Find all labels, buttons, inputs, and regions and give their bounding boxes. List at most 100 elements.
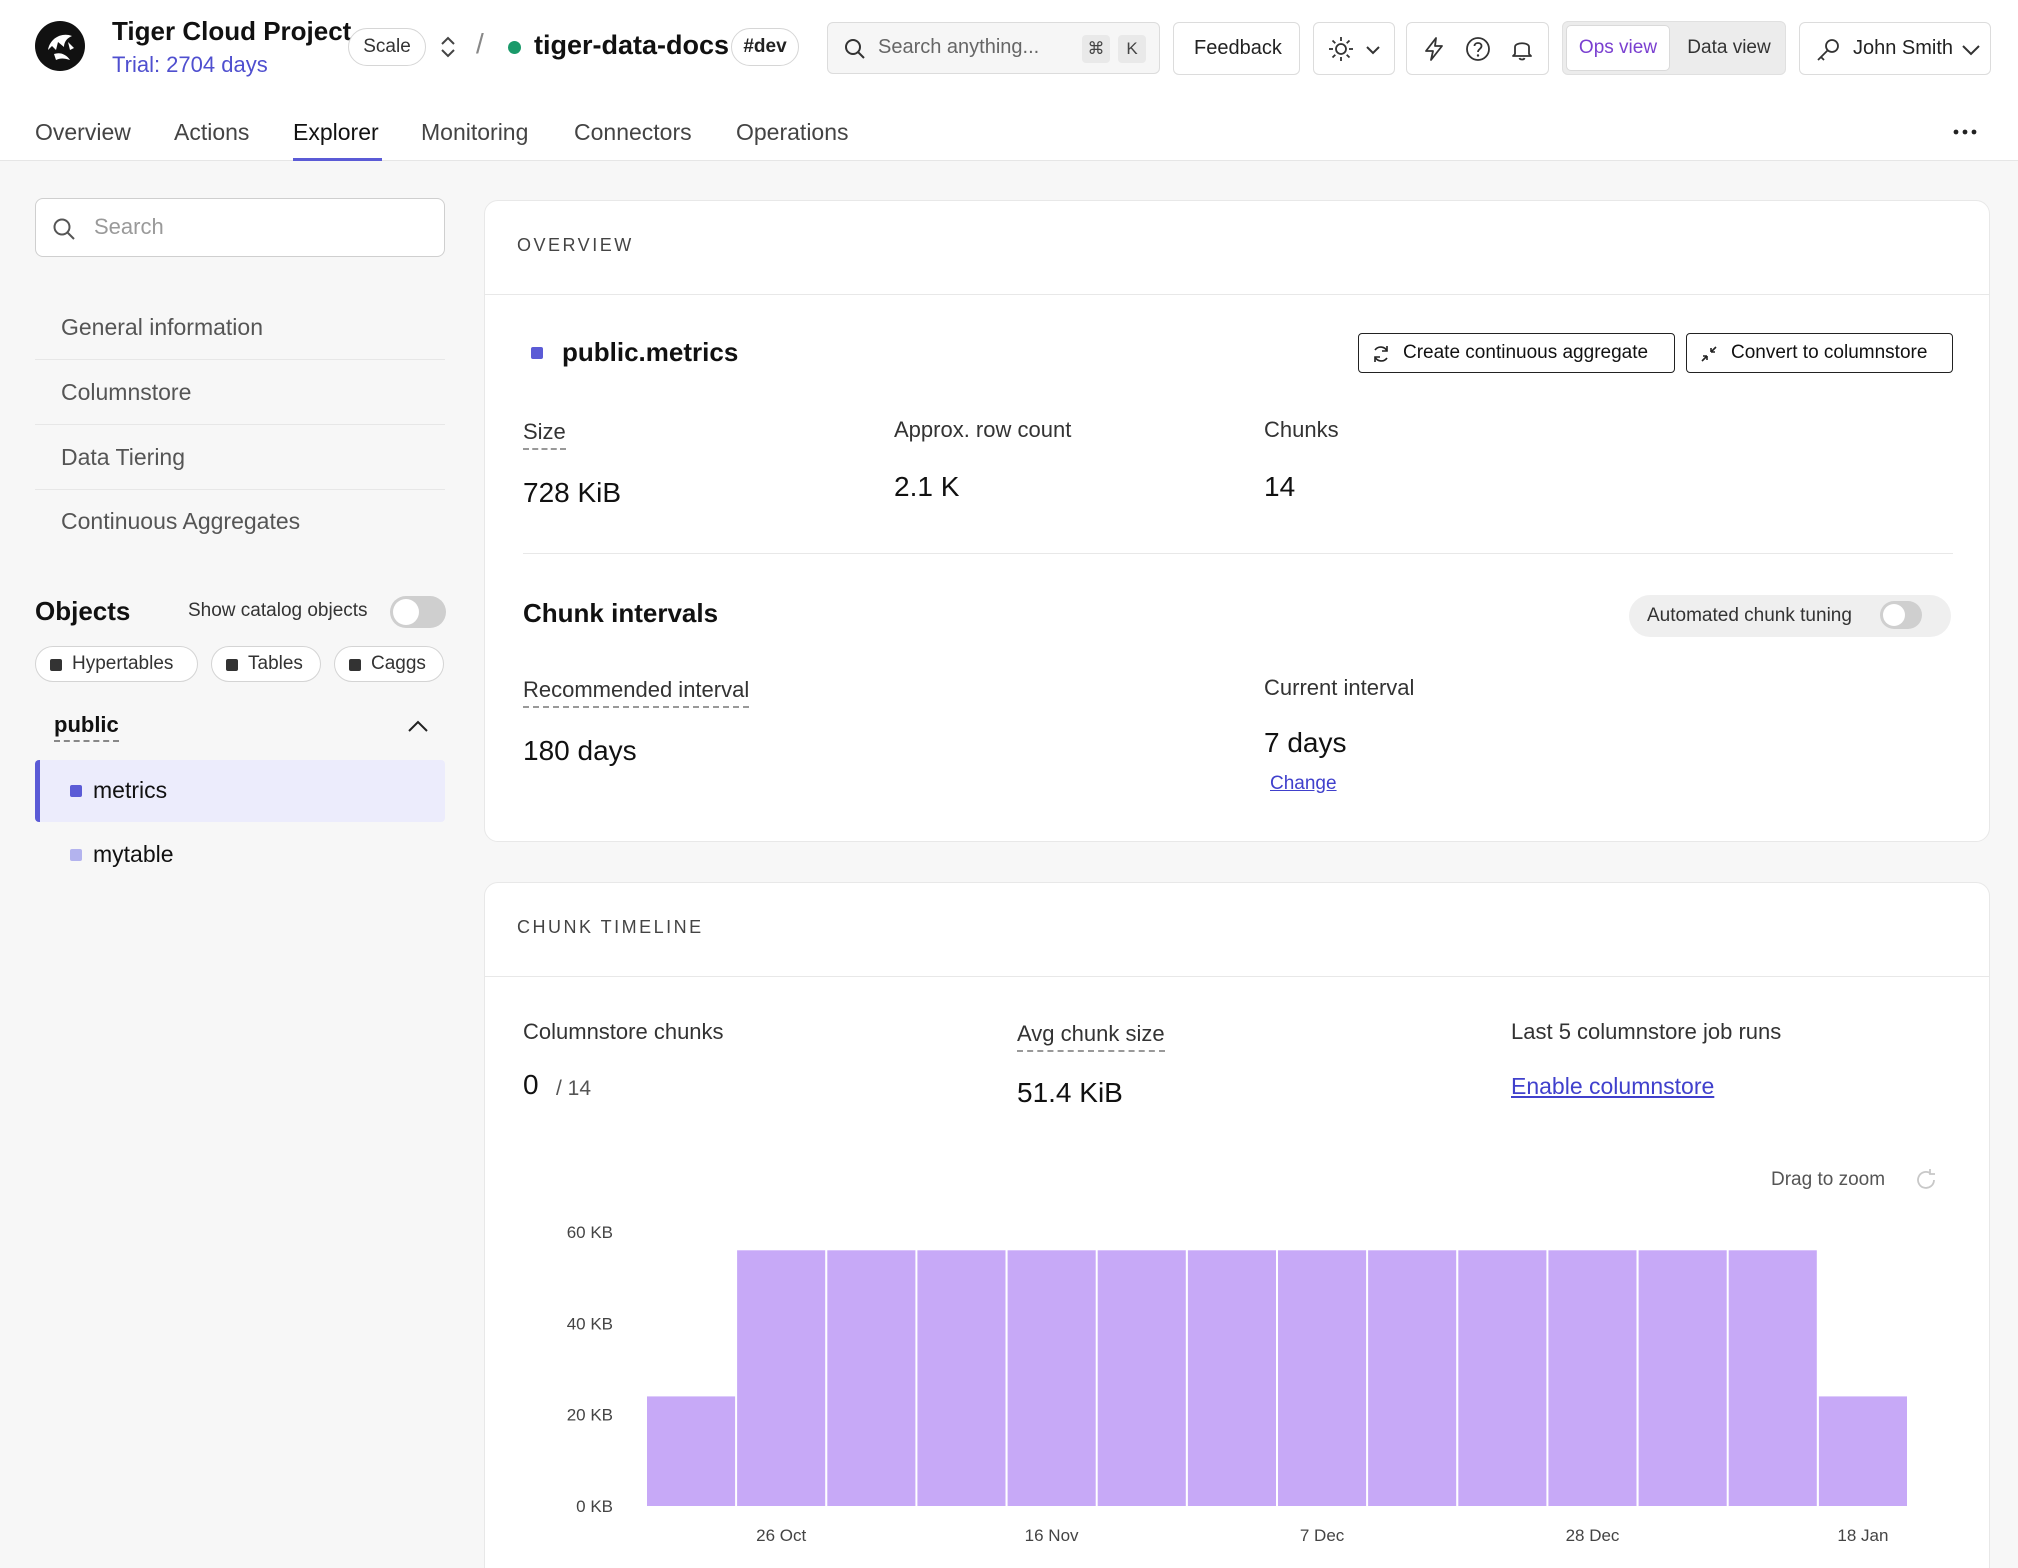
convert-to-columnstore-button[interactable]: Convert to columnstore xyxy=(1686,333,1953,373)
reset-zoom-icon[interactable] xyxy=(1913,1167,1939,1193)
chunk-timeline-card: CHUNK TIMELINE Columnstore chunks 0 / 14… xyxy=(484,882,1990,1568)
card-divider xyxy=(485,294,1989,295)
size-label[interactable]: Size xyxy=(523,419,566,450)
chip-label: Tables xyxy=(248,653,303,674)
chart-bar[interactable] xyxy=(1548,1250,1637,1506)
filter-chip-caggs[interactable]: Caggs xyxy=(334,646,444,682)
shortcut-k-key: K xyxy=(1118,35,1146,63)
sun-icon xyxy=(1328,36,1354,62)
chart-bar[interactable] xyxy=(737,1250,826,1506)
chip-square-icon xyxy=(50,659,62,671)
sidebar-item-label: General information xyxy=(61,314,263,340)
lightning-icon[interactable] xyxy=(1421,36,1447,62)
table-square-icon xyxy=(70,849,82,861)
chart-bar[interactable] xyxy=(1007,1250,1096,1506)
columnstore-job-runs-label: Last 5 columnstore job runs xyxy=(1511,1019,1782,1044)
objects-heading: Objects xyxy=(35,596,131,626)
env-badge: #dev xyxy=(731,28,799,66)
chart-bar[interactable] xyxy=(647,1396,736,1506)
bell-icon[interactable] xyxy=(1509,36,1535,62)
data-view-button[interactable]: Data view xyxy=(1687,37,1771,58)
search-icon xyxy=(52,217,76,241)
chevron-up-icon[interactable] xyxy=(406,716,430,736)
chunk-size-bar-chart[interactable]: 0 KB 20 KB 40 KB 60 KB 26 Oct 16 Nov 7 Dec 28 D… xyxy=(485,883,1991,1568)
change-interval-link[interactable]: Change xyxy=(1270,773,1337,794)
x-tick-label: 28 Dec xyxy=(1566,1526,1620,1545)
filter-chip-hypertables[interactable]: Hypertables xyxy=(35,646,198,682)
chart-bar[interactable] xyxy=(1458,1250,1547,1506)
automated-chunk-tuning-toggle[interactable] xyxy=(1880,601,1922,629)
global-search[interactable]: Search anything... ⌘ K xyxy=(827,22,1160,74)
chart-bar[interactable] xyxy=(827,1250,916,1506)
recommended-interval-label[interactable]: Recommended interval xyxy=(523,677,750,708)
project-name[interactable]: Tiger Cloud Project xyxy=(112,16,352,46)
trial-status[interactable]: Trial: 2704 days xyxy=(112,52,268,77)
header-icon-group xyxy=(1406,22,1549,75)
compress-icon xyxy=(1699,344,1719,364)
help-icon[interactable] xyxy=(1465,36,1491,62)
chip-label: Caggs xyxy=(371,653,426,674)
chart-bar[interactable] xyxy=(1638,1250,1727,1506)
chart-bar[interactable] xyxy=(1278,1250,1367,1506)
view-toggle: Ops view Data view xyxy=(1562,21,1786,75)
feedback-button[interactable]: Feedback xyxy=(1173,22,1300,75)
button-label: Create continuous aggregate xyxy=(1403,342,1649,363)
columnstore-chunks-value: 0 xyxy=(523,1069,539,1100)
columnstore-chunks-label: Columnstore chunks xyxy=(523,1019,724,1044)
sidebar-item-data-tiering[interactable]: Data Tiering xyxy=(35,426,445,490)
x-tick-label: 7 Dec xyxy=(1300,1526,1345,1545)
user-name: John Smith xyxy=(1853,37,1954,59)
search-icon xyxy=(844,38,866,60)
sidebar-search-input[interactable] xyxy=(94,207,424,247)
sidebar-search[interactable] xyxy=(35,198,445,257)
size-value: 728 KiB xyxy=(523,477,622,508)
overview-card-title: OVERVIEW xyxy=(517,235,634,255)
global-search-placeholder: Search anything... xyxy=(878,36,1040,58)
show-catalog-toggle[interactable] xyxy=(390,596,446,628)
hypertable-square-icon xyxy=(70,785,82,797)
avg-chunk-size-label[interactable]: Avg chunk size xyxy=(1017,1021,1165,1052)
user-menu-button[interactable]: John Smith xyxy=(1799,22,1991,75)
y-tick-label: 60 KB xyxy=(567,1223,613,1242)
ops-view-button[interactable]: Ops view xyxy=(1566,25,1670,71)
chart-bar[interactable] xyxy=(1097,1250,1186,1506)
tab-connectors[interactable]: Connectors xyxy=(574,119,692,145)
chart-bar[interactable] xyxy=(1728,1250,1817,1506)
chunks-label: Chunks xyxy=(1264,417,1339,442)
tab-monitoring[interactable]: Monitoring xyxy=(421,119,529,145)
service-status-dot xyxy=(508,41,521,54)
create-continuous-aggregate-button[interactable]: Create continuous aggregate xyxy=(1358,333,1675,373)
filter-chip-tables[interactable]: Tables xyxy=(211,646,321,682)
tab-explorer[interactable]: Explorer xyxy=(293,119,379,145)
tab-overview[interactable]: Overview xyxy=(35,119,131,145)
show-catalog-label: Show catalog objects xyxy=(188,600,368,621)
tab-operations[interactable]: Operations xyxy=(736,119,849,145)
more-options-icon[interactable] xyxy=(1950,119,1980,145)
schema-name[interactable]: public xyxy=(54,712,119,742)
sidebar-item-general-information[interactable]: General information xyxy=(35,296,445,360)
theme-toggle-button[interactable] xyxy=(1313,22,1395,75)
plan-badge[interactable]: Scale xyxy=(348,28,426,66)
object-item-metrics[interactable]: metrics xyxy=(35,760,445,822)
current-interval-value: 7 days xyxy=(1264,727,1347,758)
tab-actions[interactable]: Actions xyxy=(174,119,250,145)
row-count-label: Approx. row count xyxy=(894,417,1072,442)
service-name[interactable]: tiger-data-docs xyxy=(534,30,730,60)
sidebar-item-continuous-aggregates[interactable]: Continuous Aggregates xyxy=(35,490,445,554)
tiger-logo-icon[interactable] xyxy=(34,20,86,72)
table-name: public.metrics xyxy=(562,337,739,367)
user-avatar-icon xyxy=(1814,36,1842,64)
chevron-down-icon xyxy=(1960,39,1982,61)
chart-bar[interactable] xyxy=(1368,1250,1457,1506)
chart-bar[interactable] xyxy=(1818,1396,1907,1506)
project-switcher-icon[interactable] xyxy=(438,34,458,60)
sidebar-item-columnstore[interactable]: Columnstore xyxy=(35,361,445,425)
sidebar-item-label: Columnstore xyxy=(61,379,192,405)
chart-bar[interactable] xyxy=(1187,1250,1276,1506)
avg-chunk-size-value: 51.4 KiB xyxy=(1017,1077,1123,1108)
object-item-mytable[interactable]: mytable xyxy=(35,824,445,886)
enable-columnstore-link[interactable]: Enable columnstore xyxy=(1511,1073,1715,1099)
row-count-value: 2.1 K xyxy=(894,471,960,502)
x-tick-label: 16 Nov xyxy=(1025,1526,1079,1545)
chart-bar[interactable] xyxy=(917,1250,1006,1506)
